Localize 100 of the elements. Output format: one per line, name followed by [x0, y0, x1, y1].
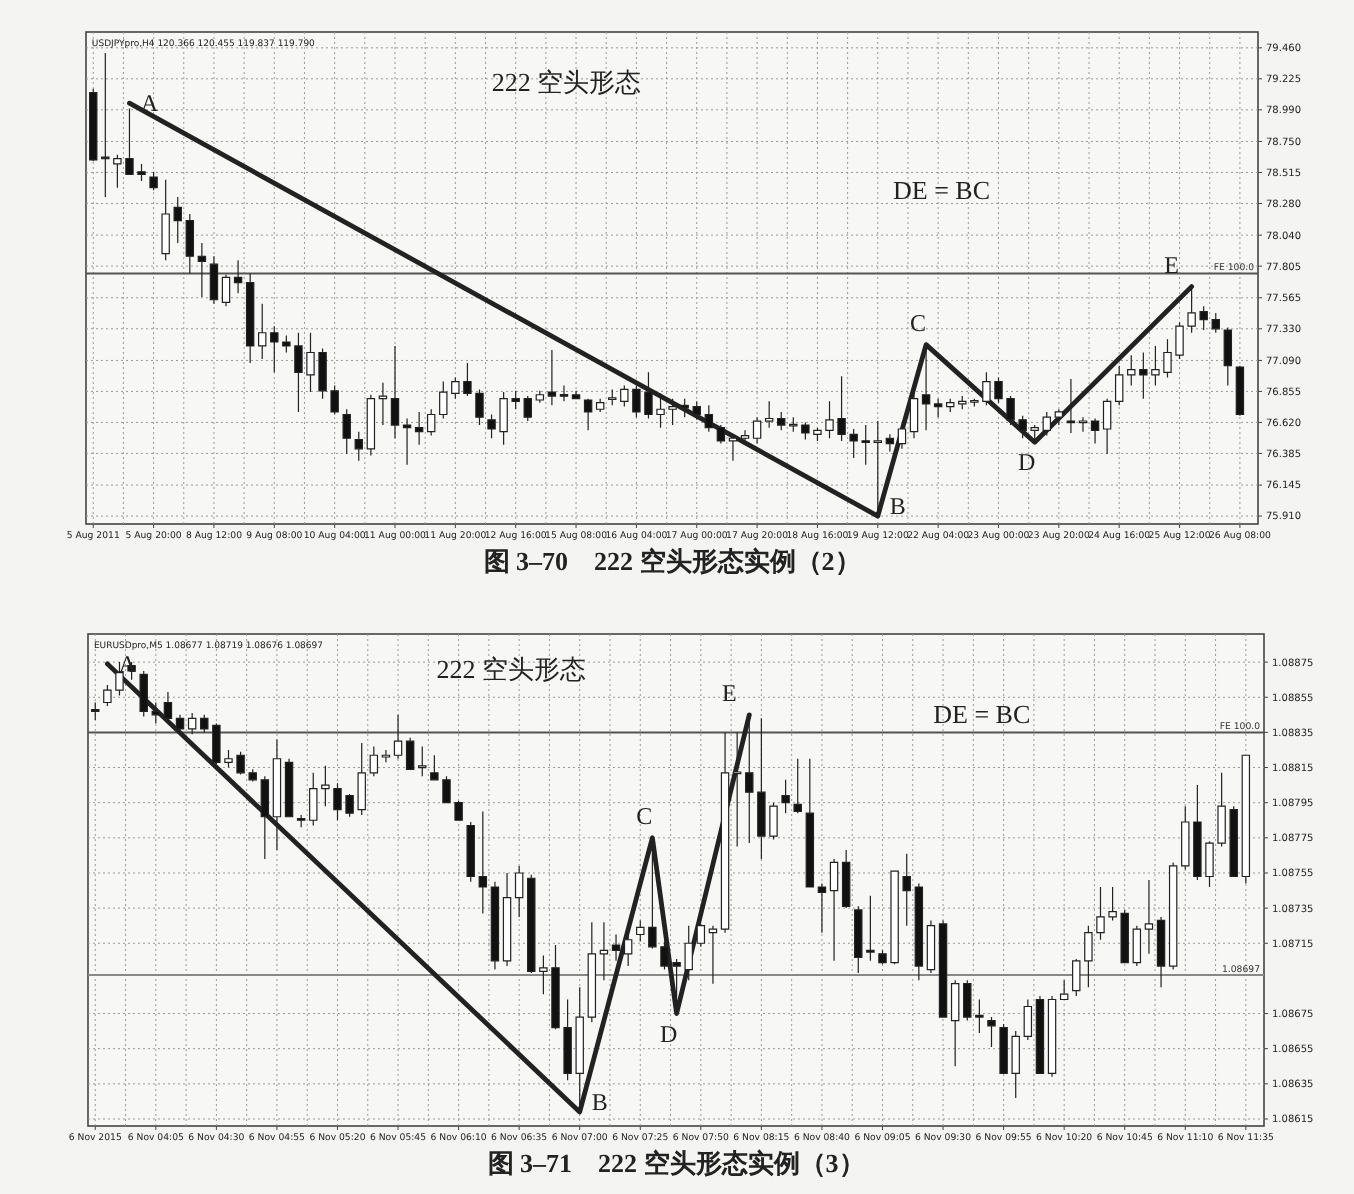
candlestick	[149, 171, 158, 191]
candlestick	[611, 933, 621, 962]
candlestick	[490, 881, 500, 971]
candlestick	[720, 731, 730, 934]
candlestick	[381, 749, 391, 763]
candlestick	[258, 303, 267, 360]
annotation: DE = BC	[893, 175, 991, 206]
candlestick	[793, 758, 802, 814]
candlestick	[583, 398, 593, 431]
candlestick	[716, 424, 726, 445]
candlestick	[764, 400, 774, 429]
candlestick	[1047, 995, 1057, 1078]
candlestick	[390, 345, 400, 439]
candlestick	[987, 1016, 996, 1048]
candlestick	[933, 398, 943, 418]
candlestick	[732, 731, 742, 848]
candlestick	[514, 865, 524, 918]
annotation: E	[1164, 250, 1179, 279]
candlestick	[1042, 411, 1051, 437]
candlestick	[378, 382, 388, 426]
candlestick	[1144, 879, 1154, 955]
candlestick	[1168, 861, 1178, 971]
candlestick	[91, 701, 100, 721]
candlestick	[1078, 416, 1088, 433]
candlestick	[1114, 365, 1124, 406]
annotation: 222 空头形态	[491, 67, 642, 98]
annotation: B	[889, 492, 906, 521]
candlestick	[599, 921, 609, 981]
candlestick	[535, 390, 545, 404]
candlestick	[1066, 378, 1076, 434]
candlestick	[1035, 995, 1045, 1074]
candlestick	[1090, 417, 1100, 445]
candlestick	[284, 758, 294, 818]
candlestick	[897, 424, 907, 450]
annotation: B	[591, 1087, 608, 1116]
candlestick	[296, 814, 306, 828]
candlestick	[805, 758, 815, 888]
candlestick	[728, 435, 738, 462]
candlestick	[1059, 979, 1069, 1001]
candlestick	[272, 738, 282, 851]
candlestick	[185, 213, 195, 274]
text: 图 3–71 222 空头形态实例（3）	[487, 1148, 865, 1178]
annotation: D	[1018, 448, 1037, 477]
candlestick	[478, 810, 488, 914]
candlestick	[1156, 916, 1166, 988]
annotation: C	[910, 308, 927, 337]
candlestick	[197, 242, 207, 298]
candlestick	[938, 919, 948, 1018]
candlestick	[342, 408, 351, 455]
candlestick	[946, 398, 955, 413]
candlestick	[426, 408, 436, 437]
candlestick	[369, 745, 379, 777]
candlestick	[139, 670, 148, 718]
candlestick	[1102, 398, 1112, 455]
candlestick	[841, 849, 851, 909]
candlestick	[151, 701, 161, 725]
candlestick	[708, 925, 718, 985]
candlestick	[260, 775, 270, 860]
candlestick	[1054, 408, 1064, 426]
candlestick	[921, 344, 931, 431]
candlestick	[393, 714, 403, 760]
annotation: C	[636, 801, 653, 830]
candlestick	[354, 431, 363, 462]
candlestick	[914, 882, 924, 981]
candlestick	[1132, 925, 1142, 967]
candlestick	[175, 714, 185, 732]
candlestick	[704, 404, 714, 433]
candlestick	[547, 349, 557, 406]
annotation: 222 空头形态	[436, 654, 587, 685]
candlestick	[418, 745, 427, 777]
candlestick	[1241, 754, 1251, 885]
text: 图 3–70 222 空头形态实例（2）	[483, 546, 861, 576]
candlestick	[950, 979, 960, 1067]
candlestick	[1023, 998, 1033, 1041]
candlestick	[817, 882, 827, 934]
candlestick	[587, 921, 597, 1023]
candlestick	[1223, 326, 1233, 387]
candlestick	[1235, 365, 1245, 417]
candlestick	[885, 433, 895, 453]
candlestick	[829, 858, 839, 962]
annotation: DE = BC	[933, 698, 1031, 729]
candlestick	[571, 390, 581, 400]
candlestick	[696, 923, 706, 948]
candlestick	[781, 779, 790, 814]
candlestick	[926, 919, 936, 974]
candlestick	[740, 429, 750, 446]
candlestick	[414, 411, 424, 446]
candlestick	[366, 394, 376, 457]
candlestick	[466, 821, 475, 883]
candlestick	[163, 691, 173, 723]
candlestick	[245, 272, 255, 364]
candlestick	[233, 259, 243, 294]
annotation: D	[659, 1019, 678, 1048]
candlestick	[502, 872, 512, 967]
candlestick	[559, 384, 569, 402]
candlestick	[752, 416, 762, 445]
candlestick	[595, 398, 605, 413]
candlestick	[405, 737, 415, 770]
candlestick	[402, 417, 412, 466]
candlestick	[209, 255, 219, 305]
